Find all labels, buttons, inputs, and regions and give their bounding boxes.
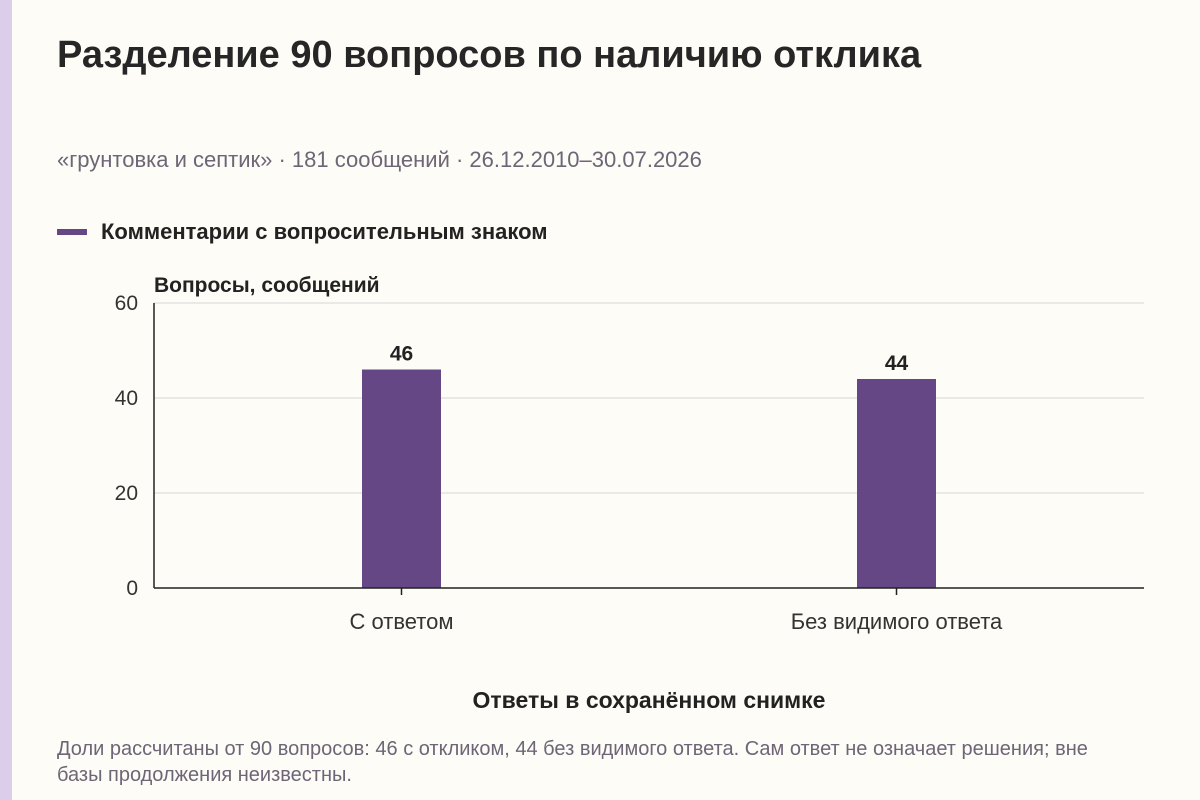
chart-subtitle: «грунтовка и септик» · 181 сообщений · 2… <box>57 147 702 172</box>
y-tick-label: 60 <box>115 292 138 315</box>
x-tick-label: С ответом <box>350 609 454 634</box>
bar-value-label: 46 <box>390 343 413 366</box>
y-tick-labels: 0 20 40 60 <box>115 292 138 600</box>
legend-swatch <box>57 229 87 235</box>
y-tick-label: 40 <box>115 387 138 410</box>
y-tick-label: 20 <box>115 482 138 505</box>
y-axis-title: Вопросы, сообщений <box>154 274 380 297</box>
x-tick-marks <box>400 588 898 595</box>
footnote: Доли рассчитаны от 90 вопросов: 46 с отк… <box>57 738 1088 786</box>
bar-value-labels: 46 44 <box>390 343 909 376</box>
bar-value-label: 44 <box>885 352 909 375</box>
bar <box>362 369 441 588</box>
grid-lines <box>154 302 1144 494</box>
x-tick-labels: С ответом Без видимого ответа <box>350 609 1004 634</box>
chart-legend: Комментарии с вопросительным знаком <box>57 219 548 245</box>
bars <box>362 369 936 588</box>
accent-strip <box>0 0 12 800</box>
legend-label: Комментарии с вопросительным знаком <box>101 219 548 244</box>
chart-title: Разделение 90 вопросов по наличию отклик… <box>57 34 922 76</box>
y-tick-label: 0 <box>126 577 138 600</box>
bar <box>857 379 936 588</box>
x-tick-label: Без видимого ответа <box>791 609 1003 634</box>
x-axis-title: Ответы в сохранённом снимке <box>473 687 826 713</box>
